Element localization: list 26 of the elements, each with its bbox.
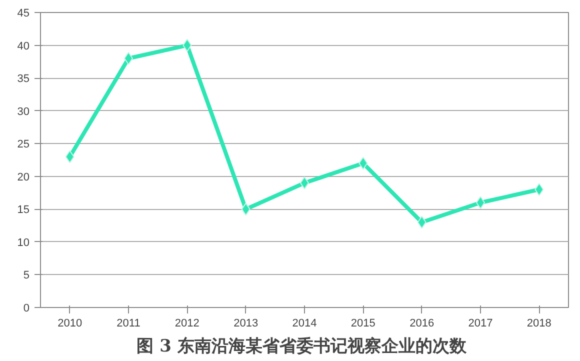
x-tick-label: 2018	[526, 318, 552, 330]
y-tick-label: 0	[23, 302, 30, 314]
x-tick-label: 2014	[292, 318, 317, 330]
y-tick-label: 35	[17, 73, 30, 86]
point	[65, 150, 74, 164]
x-tick-label: 2011	[116, 318, 140, 330]
point	[534, 183, 544, 196]
x-tick-label: 2016	[410, 318, 434, 330]
y-tick-label: 20	[17, 171, 30, 184]
point	[182, 38, 192, 52]
x-tick-label: 2012	[174, 318, 200, 330]
y-tick-label: 10	[17, 236, 30, 249]
point	[241, 202, 250, 216]
x-tick-label: 2015	[350, 318, 376, 330]
point	[417, 216, 426, 229]
y-tick-label: 30	[17, 106, 30, 118]
x-tick-label: 2013	[234, 318, 258, 330]
x-tick-label: 2017	[468, 318, 493, 330]
y-tick-label: 15	[17, 204, 30, 216]
y-tick-label: 40	[17, 40, 30, 52]
y-tick-label: 25	[17, 138, 30, 151]
y-tick-label: 45	[17, 8, 30, 20]
point	[358, 156, 368, 170]
x-tick-label: 2010	[58, 318, 82, 330]
text: 图 3 东南沿海某省省委书记视察企业的次数	[136, 336, 468, 356]
y-tick-label: 5	[23, 270, 30, 282]
